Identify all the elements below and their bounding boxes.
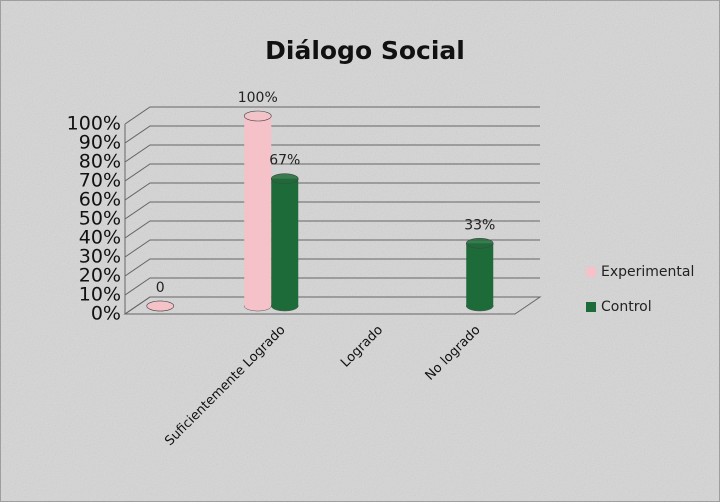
y-tick-label: 40% [79, 227, 121, 249]
grid-line [124, 220, 540, 239]
chart-title: Diálogo Social [265, 36, 465, 65]
grid-line [124, 201, 540, 220]
cylinder [270, 173, 299, 312]
y-tick-label: 20% [79, 265, 121, 287]
y-tick-label: 100% [67, 113, 121, 135]
cylinder-top [465, 238, 494, 249]
grid-line [124, 182, 540, 201]
legend-swatch [586, 302, 596, 312]
bar [244, 116, 272, 306]
data-label: 100% [238, 90, 278, 106]
y-tick-label: 60% [79, 189, 121, 211]
legend-label: Experimental [601, 264, 694, 280]
y-tick-label: 80% [79, 151, 121, 173]
cylinder-top [270, 173, 299, 184]
legend-label: Control [601, 299, 652, 315]
grid-line [124, 144, 540, 163]
y-tick-label: 70% [79, 170, 121, 192]
cylinder-top [243, 110, 272, 122]
grid-line [124, 163, 540, 182]
grid-line [124, 296, 540, 315]
cylinder [146, 300, 175, 312]
bar [466, 243, 494, 306]
cylinder-top [146, 300, 175, 312]
y-tick-label: 0% [91, 303, 121, 325]
cylinder [243, 110, 272, 312]
y-tick-label: 50% [79, 208, 121, 230]
data-label: 33% [464, 217, 495, 233]
data-label: 0 [156, 280, 165, 296]
grid-line [124, 125, 540, 144]
bar [271, 178, 299, 306]
y-tick-label: 30% [79, 246, 121, 268]
y-tick-label: 90% [79, 132, 121, 154]
data-label: 67% [269, 153, 300, 169]
cylinder [465, 238, 494, 312]
grid-line [124, 277, 540, 296]
y-tick-label: 10% [79, 284, 121, 306]
grid-line [124, 258, 540, 277]
grid-line [124, 106, 540, 125]
grid-line [124, 239, 540, 258]
legend-swatch [586, 267, 596, 277]
